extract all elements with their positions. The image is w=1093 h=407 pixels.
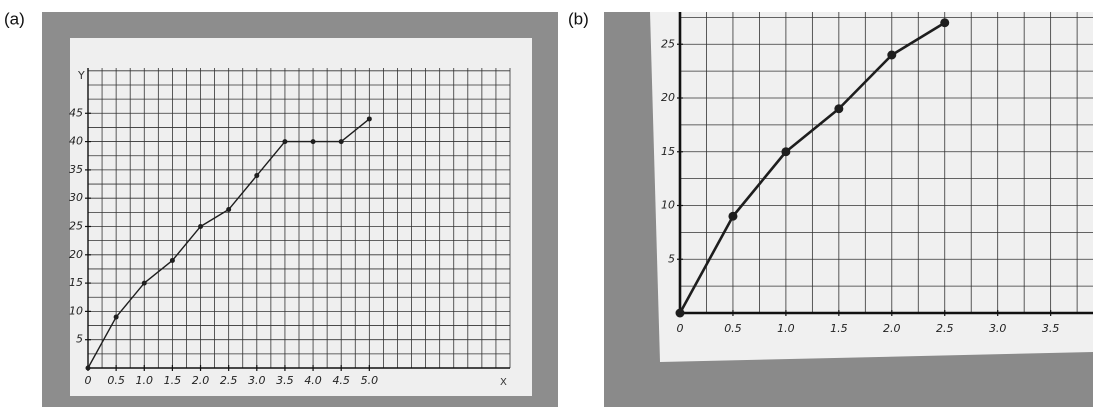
x-tick-label: 5.0	[361, 374, 379, 387]
data-point	[728, 212, 737, 221]
x-tick-label: 1.5	[830, 322, 848, 335]
data-point	[339, 139, 344, 144]
y-axis-label: Y	[77, 69, 85, 82]
x-tick-label: 4.5	[332, 374, 350, 387]
x-tick-label: 4.0	[304, 374, 322, 387]
x-tick-label: 2.0	[192, 374, 210, 387]
page: 0 0.5 1.0 1.5 2.0 2.5 3.0 3.5 4.0 4.5 5.0 5 10 15 20 25…	[0, 0, 1093, 407]
data-point	[86, 366, 91, 371]
y-tick-label: 5	[668, 252, 675, 265]
data-point	[254, 173, 259, 178]
y-tick-label: 20	[69, 248, 83, 261]
x-tick-label: 1.5	[164, 374, 182, 387]
y-tick-label: 25	[661, 37, 675, 50]
data-point	[676, 309, 685, 318]
data-point	[170, 258, 175, 263]
y-tick-label: 5	[76, 333, 83, 346]
x-tick-label: 1.0	[136, 374, 154, 387]
data-point	[887, 51, 896, 60]
y-tick-label: 45	[69, 106, 83, 119]
panel-label: (a)	[4, 9, 25, 28]
x-tick-label: 2.5	[936, 322, 954, 335]
data-point	[198, 224, 203, 229]
figure: 0 0.5 1.0 1.5 2.0 2.5 3.0 3.5 4.0 4.5 5.0 5 10 15 20 25…	[0, 0, 1093, 407]
paper	[650, 12, 1093, 362]
x-tick-label: 0.5	[724, 322, 742, 335]
x-tick-label: 1.0	[777, 322, 795, 335]
x-tick-label: 2.0	[883, 322, 901, 335]
data-point	[311, 139, 316, 144]
x-tick-label: 3.0	[989, 322, 1007, 335]
data-point	[940, 18, 949, 27]
paper	[70, 38, 532, 396]
x-tick-label: 0	[85, 374, 92, 387]
y-tick-label: 15	[69, 276, 83, 289]
x-axis-label: X	[500, 377, 507, 388]
y-tick-label: 20	[661, 91, 675, 104]
panel-label: (b)	[568, 9, 589, 28]
data-point	[834, 104, 843, 113]
x-tick-label: 2.5	[220, 374, 238, 387]
data-point	[114, 315, 119, 320]
y-tick-label: 25	[69, 219, 83, 232]
data-point	[282, 139, 287, 144]
data-point	[781, 147, 790, 156]
data-point	[142, 281, 147, 286]
data-point	[226, 207, 231, 212]
y-tick-label: 10	[661, 199, 675, 212]
x-tick-label: 3.5	[1042, 322, 1060, 335]
y-tick-label: 40	[69, 135, 83, 148]
x-tick-label: 3.0	[248, 374, 266, 387]
y-tick-label: 30	[69, 191, 83, 204]
x-tick-label: 0	[677, 322, 684, 335]
x-tick-label: 3.5	[276, 374, 294, 387]
y-tick-label: 15	[661, 145, 675, 158]
y-tick-label: 10	[69, 304, 83, 317]
y-tick-label: 35	[69, 163, 83, 176]
data-point	[367, 116, 372, 121]
x-tick-label: 0.5	[107, 374, 125, 387]
